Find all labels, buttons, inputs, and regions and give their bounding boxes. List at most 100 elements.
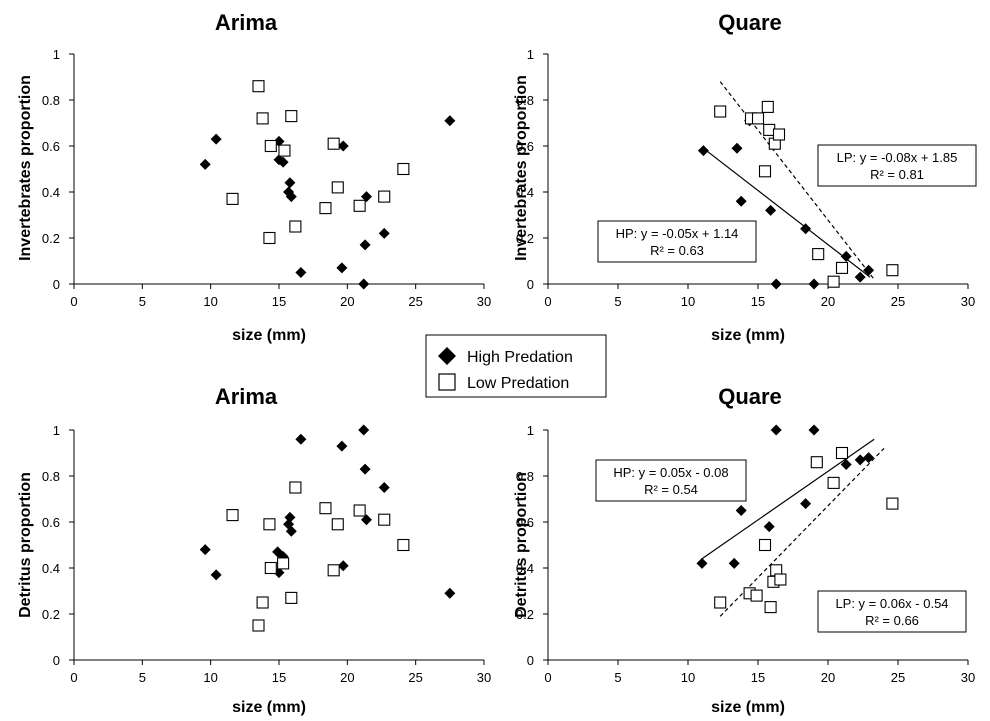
data-point-high-predation bbox=[358, 278, 370, 290]
x-tick-label: 20 bbox=[340, 294, 354, 309]
data-point-low-predation bbox=[226, 192, 239, 205]
x-tick-label: 30 bbox=[961, 670, 975, 685]
y-tick-label: 0 bbox=[527, 653, 534, 668]
data-point-high-predation bbox=[199, 544, 211, 556]
data-point-low-predation bbox=[252, 80, 265, 93]
data-point-low-predation bbox=[226, 509, 239, 522]
data-point-high-predation bbox=[360, 191, 372, 203]
x-tick-label: 10 bbox=[203, 294, 217, 309]
data-point-low-predation bbox=[751, 112, 765, 125]
data-point-high-predation bbox=[295, 433, 307, 445]
data-point-high-predation bbox=[277, 156, 289, 168]
x-tick-label: 30 bbox=[477, 670, 491, 685]
data-point-high-predation bbox=[359, 239, 371, 251]
data-point-high-predation bbox=[337, 140, 349, 152]
x-tick-label: 0 bbox=[70, 670, 77, 685]
x-tick-label: 30 bbox=[961, 294, 975, 309]
x-tick-label: 0 bbox=[544, 294, 551, 309]
data-point-low-predation bbox=[331, 181, 344, 194]
data-point-low-predation bbox=[886, 497, 899, 510]
x-tick-label: 5 bbox=[614, 670, 621, 685]
x-tick-label: 5 bbox=[614, 294, 621, 309]
y-tick-label: 0.4 bbox=[42, 185, 60, 200]
data-point-low-predation bbox=[353, 504, 366, 517]
data-point-high-predation bbox=[696, 557, 708, 569]
data-point-high-predation bbox=[770, 278, 782, 290]
y-tick-label: 0 bbox=[53, 277, 60, 292]
x-tick-label: 5 bbox=[139, 294, 146, 309]
trendline-equation: HP: y = -0.05x + 1.14 bbox=[616, 226, 739, 241]
data-point-low-predation bbox=[750, 589, 763, 602]
trendline-r-squared: R² = 0.81 bbox=[870, 167, 924, 182]
y-tick-label: 0.6 bbox=[42, 139, 60, 154]
data-point-low-predation bbox=[764, 601, 777, 614]
data-point-high-predation bbox=[336, 262, 348, 274]
data-point-low-predation bbox=[277, 557, 290, 570]
data-point-high-predation bbox=[800, 498, 812, 510]
equation-box-border bbox=[817, 144, 977, 187]
x-tick-label: 10 bbox=[681, 670, 695, 685]
data-point-high-predation bbox=[863, 452, 875, 464]
y-tick-label: 0.4 bbox=[516, 185, 534, 200]
data-point-high-predation bbox=[210, 133, 222, 145]
y-tick-label: 1 bbox=[527, 47, 534, 62]
y-tick-label: 0.6 bbox=[516, 515, 534, 530]
data-point-high-predation bbox=[210, 569, 222, 581]
y-axis-label: Detritus proportion bbox=[513, 472, 530, 618]
data-point-high-predation bbox=[378, 482, 390, 493]
data-point-high-predation bbox=[285, 191, 297, 203]
x-axis-label: size (mm) bbox=[711, 327, 785, 344]
y-tick-label: 0.8 bbox=[42, 469, 60, 484]
y-tick-label: 0.4 bbox=[516, 561, 534, 576]
data-point-high-predation bbox=[731, 142, 743, 154]
data-point-low-predation bbox=[714, 596, 727, 609]
x-tick-label: 0 bbox=[544, 670, 551, 685]
data-point-high-predation bbox=[697, 145, 709, 157]
x-tick-label: 0 bbox=[70, 294, 77, 309]
x-axis-label: size (mm) bbox=[711, 699, 785, 716]
data-point-low-predation bbox=[263, 518, 276, 531]
x-tick-label: 25 bbox=[891, 670, 905, 685]
data-point-high-predation bbox=[444, 587, 456, 599]
data-point-low-predation bbox=[761, 100, 774, 113]
y-axis-label: Detritus proportion bbox=[17, 472, 34, 618]
trendline-r-squared: R² = 0.63 bbox=[650, 243, 704, 258]
y-axis-label: Invertebrates proportion bbox=[17, 75, 34, 261]
data-point-high-predation bbox=[337, 560, 349, 572]
data-point-low-predation bbox=[327, 137, 340, 150]
data-point-low-predation bbox=[397, 538, 410, 552]
data-point-high-predation bbox=[735, 195, 747, 207]
data-point-high-predation bbox=[854, 271, 866, 283]
trendline-equation-box: LP: y = 0.06x - 0.54 R² = 0.66 bbox=[817, 590, 967, 633]
data-point-high-predation bbox=[763, 521, 775, 533]
data-point-low-predation bbox=[758, 538, 772, 552]
data-point-low-predation bbox=[378, 513, 391, 526]
data-point-low-predation bbox=[812, 248, 825, 261]
data-point-high-predation bbox=[765, 204, 777, 216]
data-point-low-predation bbox=[397, 162, 410, 176]
data-point-high-predation bbox=[359, 463, 371, 475]
data-point-low-predation bbox=[378, 190, 391, 203]
x-tick-label: 25 bbox=[408, 670, 422, 685]
x-tick-label: 25 bbox=[408, 294, 422, 309]
data-point-low-predation bbox=[331, 518, 344, 531]
data-point-low-predation bbox=[827, 476, 840, 489]
data-point-low-predation bbox=[256, 596, 269, 609]
data-point-low-predation bbox=[278, 144, 291, 157]
legend-marker-low-predation bbox=[438, 373, 456, 391]
legend-box bbox=[425, 334, 607, 398]
trendline-r-squared: R² = 0.54 bbox=[644, 482, 698, 497]
data-point-low-predation bbox=[319, 202, 332, 215]
x-tick-label: 10 bbox=[681, 294, 695, 309]
data-point-high-predation bbox=[285, 525, 297, 537]
data-point-high-predation bbox=[735, 505, 747, 516]
trendline-equation-box: LP: y = -0.08x + 1.85 R² = 0.81 bbox=[817, 144, 977, 187]
data-point-low-predation bbox=[772, 128, 786, 141]
data-point-low-predation bbox=[319, 502, 332, 515]
data-point-low-predation bbox=[835, 446, 849, 460]
chart-title: Quare bbox=[718, 384, 782, 409]
data-point-low-predation bbox=[264, 561, 277, 575]
trendline-high-predation bbox=[701, 438, 875, 560]
legend-label-low-predation: Low Predation bbox=[467, 375, 569, 392]
